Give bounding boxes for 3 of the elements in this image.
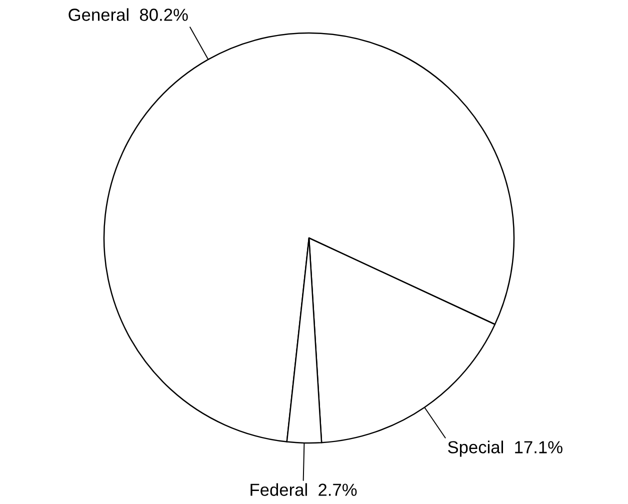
slice-label: Federal 2.7% [250, 483, 357, 496]
slice-label: Special 17.1% [448, 440, 562, 457]
slice-label: General 80.2% [68, 8, 188, 21]
